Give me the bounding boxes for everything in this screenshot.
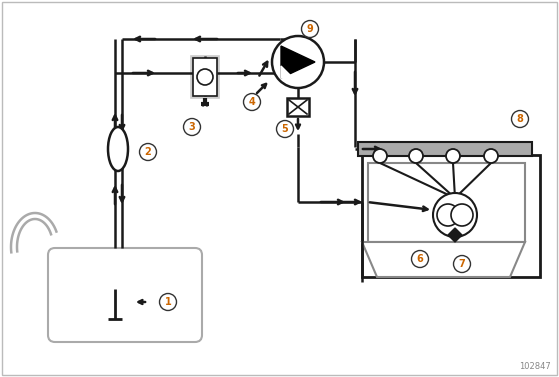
Bar <box>362 155 540 277</box>
Bar <box>287 98 309 116</box>
Circle shape <box>433 193 477 237</box>
Circle shape <box>159 294 177 311</box>
Circle shape <box>409 149 423 163</box>
Bar <box>358 142 532 156</box>
Circle shape <box>453 256 471 273</box>
Circle shape <box>411 250 429 268</box>
Circle shape <box>437 204 459 226</box>
Circle shape <box>272 36 324 88</box>
Polygon shape <box>448 228 462 242</box>
Bar <box>358 142 532 156</box>
Circle shape <box>373 149 387 163</box>
Circle shape <box>140 144 157 161</box>
Circle shape <box>446 149 460 163</box>
Ellipse shape <box>108 127 128 171</box>
Bar <box>191 56 219 98</box>
Text: 5: 5 <box>282 124 288 134</box>
Polygon shape <box>281 46 315 78</box>
Circle shape <box>484 149 498 163</box>
Polygon shape <box>362 242 525 277</box>
Circle shape <box>244 93 260 110</box>
Circle shape <box>511 110 528 127</box>
FancyBboxPatch shape <box>48 248 202 342</box>
Bar <box>193 58 217 96</box>
Circle shape <box>183 118 201 135</box>
Text: 2: 2 <box>145 147 151 157</box>
Text: 3: 3 <box>188 122 196 132</box>
Text: 7: 7 <box>458 259 466 269</box>
Text: 8: 8 <box>517 114 523 124</box>
Circle shape <box>451 204 473 226</box>
Text: 1: 1 <box>164 297 172 307</box>
Text: 9: 9 <box>307 24 314 34</box>
Text: 4: 4 <box>249 97 255 107</box>
Text: 102847: 102847 <box>519 362 551 371</box>
Bar <box>368 163 525 242</box>
Text: 6: 6 <box>416 254 423 264</box>
Polygon shape <box>281 66 293 78</box>
Circle shape <box>301 20 319 37</box>
Circle shape <box>277 121 293 138</box>
